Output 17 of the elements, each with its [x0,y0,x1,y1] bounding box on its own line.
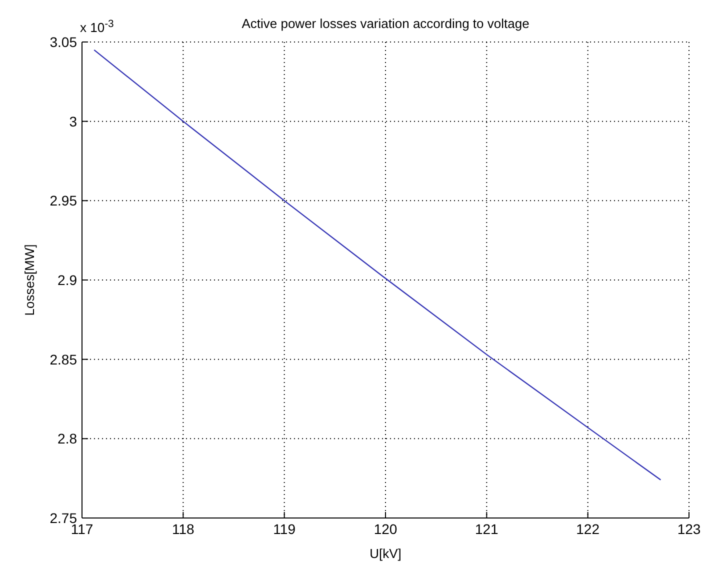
line-series [94,49,662,481]
x-tick-label: 119 [273,521,296,537]
chart-title: Active power losses variation according to voltage [242,16,530,31]
x-tick-label: 118 [172,521,195,537]
x-tick-label: 120 [374,521,398,537]
x-axis-title: U[kV] [370,546,402,561]
y-tick-label: 2.8 [58,430,78,447]
y-tick-label: 2.9 [58,272,78,288]
y-tick-label: 2.85 [50,351,78,368]
x-tick-label: 122 [576,521,600,537]
x-tick-label: 123 [677,521,701,537]
y-axis-title: Losses[MW] [22,244,37,316]
y-tick-label: 3.05 [50,34,78,50]
text: x 10$^{-3}$ [80,18,114,35]
y-tick-label: 2.95 [50,192,78,209]
x-tick-label: 121 [474,521,499,537]
y-tick-label: 3 [69,113,78,130]
